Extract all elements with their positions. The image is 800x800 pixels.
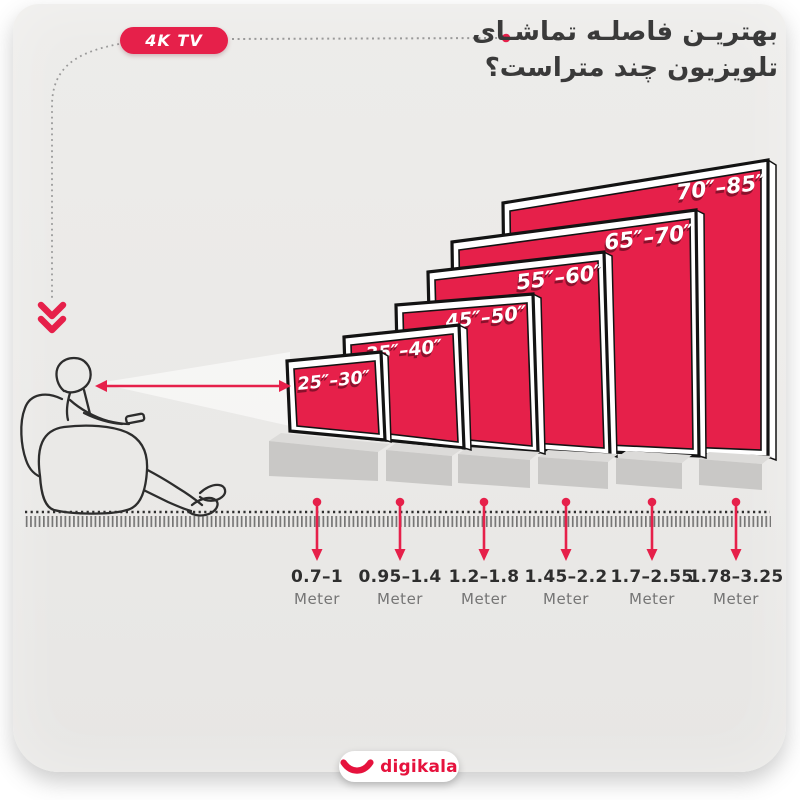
page-title-line-1: بهتریـن فاصلـه تماشـای <box>471 17 778 47</box>
double-headed-arrow-icon <box>95 380 291 392</box>
down-arrow-pin-icon <box>394 497 406 561</box>
tv-stand <box>699 452 772 490</box>
distance-value: 0.95–1.4 <box>358 567 442 587</box>
distance-value: 0.7–1 <box>291 567 343 587</box>
down-arrow-pin-icon <box>478 497 490 561</box>
distance-unit: Meter <box>461 590 507 608</box>
distance-label: 0.95–1.4 Meter <box>352 567 448 608</box>
person-on-armchair <box>20 356 227 517</box>
distance-pins <box>311 497 742 561</box>
down-arrow-pin-icon <box>311 497 323 561</box>
digikala-wordmark: digikala <box>380 756 458 777</box>
tv-25-30: 25″–30″ 25″–30″ <box>285 350 392 444</box>
distance-value: 1.2–1.8 <box>448 567 520 587</box>
distance-label: 1.45–2.2 Meter <box>518 567 614 608</box>
distance-unit: Meter <box>543 590 589 608</box>
distance-value: 1.78–3.25 <box>688 567 784 587</box>
tv-stand <box>386 443 462 486</box>
distance-label: 0.7–1 Meter <box>269 567 365 608</box>
distance-unit: Meter <box>377 590 423 608</box>
tv-stand <box>458 447 540 488</box>
dotted-connector <box>37 33 511 334</box>
digikala-logo: digikala <box>339 751 459 782</box>
distance-label: 1.78–3.25 Meter <box>688 567 784 608</box>
double-chevron-down-icon <box>37 301 67 334</box>
distance-value: 1.45–2.2 <box>524 567 608 587</box>
tv-stand <box>538 450 618 489</box>
distance-label: 1.7–2.55 Meter <box>604 567 700 608</box>
armchair-backrest <box>20 393 64 480</box>
badge-4k-tv: 4K TV <box>120 27 228 54</box>
page-title-line-2: تلویزیون چند متراست؟ <box>484 53 778 83</box>
tv-stand <box>616 451 692 489</box>
tv-stand <box>269 433 390 481</box>
remote-control <box>124 412 146 425</box>
distance-value: 1.7–2.55 <box>610 567 694 587</box>
person-torso <box>65 391 72 422</box>
down-arrow-pin-icon <box>730 497 742 561</box>
distance-unit: Meter <box>294 590 340 608</box>
armchair-armrest <box>37 424 149 515</box>
person-head <box>55 356 92 394</box>
badge-4k-tv-label: 4K TV <box>145 31 203 50</box>
down-arrow-pin-icon <box>646 497 658 561</box>
ground-ruler <box>25 510 771 527</box>
person-shoe <box>198 483 227 502</box>
page-title: بهتریـن فاصلـه تماشـای تلویزیون چند مترا… <box>472 14 778 86</box>
red-dot-icon <box>501 33 511 43</box>
distance-label: 1.2–1.8 Meter <box>436 567 532 608</box>
view-beam <box>98 352 290 426</box>
distance-unit: Meter <box>713 590 759 608</box>
down-arrow-pin-icon <box>560 497 572 561</box>
digikala-smile-icon <box>340 758 374 774</box>
distance-unit: Meter <box>629 590 675 608</box>
